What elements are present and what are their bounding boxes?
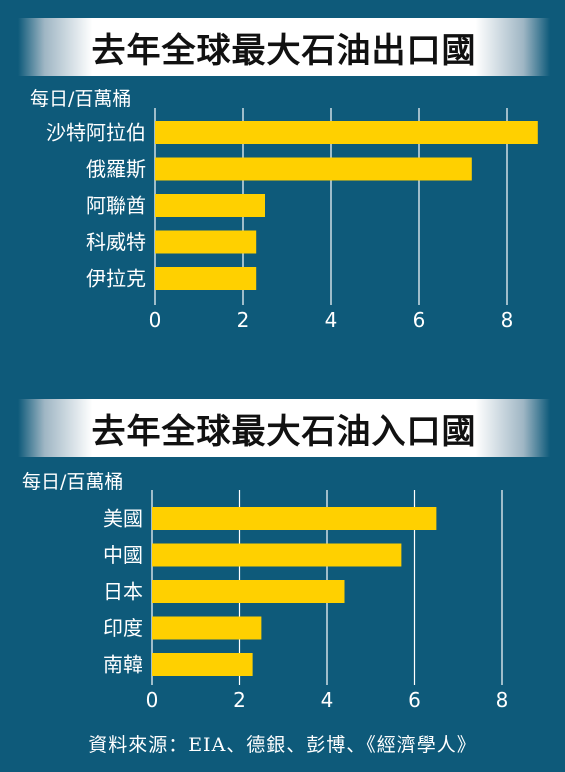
export-tick-label: 0 bbox=[149, 308, 162, 332]
import-category-label: 日本 bbox=[103, 580, 143, 604]
import-title-banner: 去年全球最大石油入口國 bbox=[18, 399, 550, 457]
import-bar bbox=[152, 543, 402, 567]
source-note: 資料來源：EIA、德銀、彭博、《經濟學人》 bbox=[88, 734, 477, 756]
import-bar bbox=[152, 507, 437, 530]
export-bar bbox=[155, 267, 257, 290]
export-bar bbox=[155, 230, 257, 254]
export-category-label: 阿聯酋 bbox=[86, 194, 146, 218]
import-chart-title: 去年全球最大石油入口國 bbox=[91, 411, 477, 452]
import-bar bbox=[152, 580, 345, 603]
export-title-banner: 去年全球最大石油出口國 bbox=[18, 18, 550, 76]
export-bar bbox=[155, 121, 538, 144]
export-category-label: 科威特 bbox=[86, 230, 146, 254]
export-bar bbox=[155, 194, 265, 217]
import-category-label: 印度 bbox=[103, 616, 143, 640]
import-tick-label: 4 bbox=[321, 688, 334, 712]
import-tick-label: 0 bbox=[146, 688, 159, 712]
export-tick-label: 4 bbox=[325, 308, 338, 332]
import-unit-label: 每日/百萬桶 bbox=[22, 471, 123, 493]
export-bar bbox=[155, 157, 472, 181]
import-tick-label: 8 bbox=[496, 688, 509, 712]
import-bar bbox=[152, 653, 253, 676]
export-chart-title: 去年全球最大石油出口國 bbox=[91, 30, 477, 71]
export-category-label: 沙特阿拉伯 bbox=[46, 121, 146, 145]
import-bar bbox=[152, 616, 262, 640]
import-category-label: 南韓 bbox=[103, 653, 143, 677]
export-category-label: 俄羅斯 bbox=[86, 157, 146, 181]
import-category-label: 中國 bbox=[103, 543, 143, 567]
import-category-label: 美國 bbox=[103, 507, 143, 531]
export-tick-label: 2 bbox=[237, 308, 250, 332]
import-tick-label: 6 bbox=[408, 688, 421, 712]
export-tick-label: 8 bbox=[501, 308, 514, 332]
export-category-label: 伊拉克 bbox=[86, 267, 146, 291]
export-unit-label: 每日/百萬桶 bbox=[30, 88, 131, 110]
import-tick-label: 2 bbox=[233, 688, 246, 712]
export-tick-label: 6 bbox=[413, 308, 426, 332]
